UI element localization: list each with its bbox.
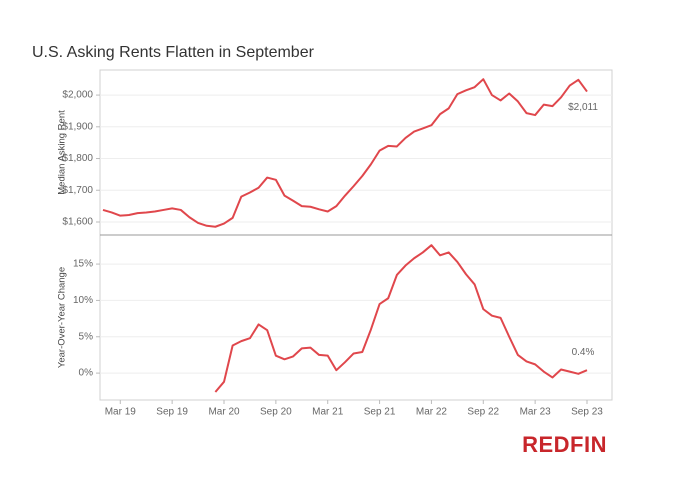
x-tick-label: Sep 21 — [364, 407, 396, 418]
value-label-bg — [563, 344, 603, 361]
y-tick-label: 15% — [73, 259, 93, 270]
x-tick-label: Mar 23 — [520, 407, 552, 418]
y-tick-label: $1,800 — [62, 153, 93, 164]
y-axis-title: Year-Over-Year Change — [57, 267, 68, 368]
y-tick-label: $2,000 — [62, 90, 93, 101]
x-tick-label: Sep 20 — [260, 407, 292, 418]
x-tick-label: Mar 22 — [416, 407, 448, 418]
value-label: 0.4% — [572, 347, 595, 358]
logo: REDFIN — [522, 432, 607, 457]
x-tick-label: Sep 19 — [156, 407, 188, 418]
x-tick-label: Sep 23 — [571, 407, 603, 418]
x-tick-label: Mar 21 — [312, 407, 344, 418]
series-line — [102, 78, 588, 228]
value-label-bg — [563, 99, 603, 116]
x-tick-label: Mar 20 — [208, 407, 240, 418]
series-line — [214, 244, 588, 393]
y-tick-label: 10% — [73, 295, 93, 306]
y-tick-label: 5% — [79, 331, 94, 342]
y-tick-label: $1,600 — [62, 217, 93, 228]
x-tick-label: Mar 19 — [105, 407, 137, 418]
y-tick-label: 0% — [79, 368, 94, 379]
y-tick-label: $1,700 — [62, 185, 93, 196]
y-tick-label: $1,900 — [62, 121, 93, 132]
x-tick-label: Sep 22 — [467, 407, 499, 418]
y-axis-title: Median Asking Rent — [57, 110, 68, 195]
chart-title: U.S. Asking Rents Flatten in September — [32, 44, 315, 61]
value-label: $2,011 — [568, 102, 598, 113]
